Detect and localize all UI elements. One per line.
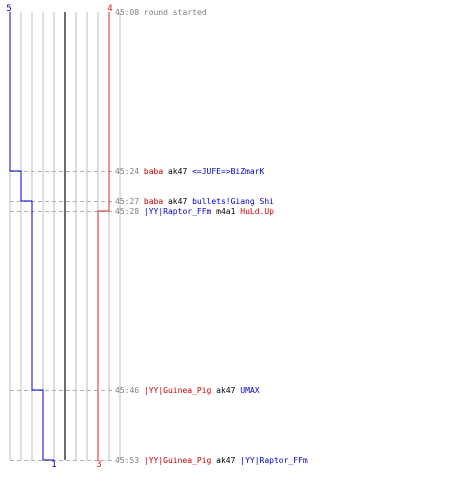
event-row: 45:08 round started xyxy=(115,8,207,17)
blue-team-step-line xyxy=(9,12,54,461)
event-killer: baba xyxy=(144,167,163,176)
event-time: 45:08 xyxy=(115,8,144,17)
event-killer: |YY|Raptor_FFm xyxy=(144,207,212,216)
event-victim: HuLd.Up xyxy=(240,207,274,216)
event-row: 45:53 |YY|Guinea_Pig ak47 |YY|Raptor_FFm xyxy=(115,456,308,465)
event-guides xyxy=(10,171,113,461)
event-killer: baba xyxy=(144,197,163,206)
event-time: 45:24 xyxy=(115,167,144,176)
event-victim: |YY|Raptor_FFm xyxy=(240,456,308,465)
red-count-top: 4 xyxy=(107,4,112,14)
grid-lines xyxy=(9,12,121,460)
event-weapon: ak47 xyxy=(211,386,240,395)
event-row: 45:46 |YY|Guinea_Pig ak47 UMAX xyxy=(115,386,260,395)
red-team-step-line xyxy=(97,12,110,460)
event-time: 45:27 xyxy=(115,197,144,206)
event-time: 45:28 xyxy=(115,207,144,216)
event-killer: |YY|Guinea_Pig xyxy=(144,386,212,395)
event-row: 45:28 |YY|Raptor_FFm m4a1 HuLd.Up xyxy=(115,207,274,216)
event-log: 45:08 round started 45:24 baba ak47 <=JUF… xyxy=(115,8,308,465)
event-weapon: ak47 xyxy=(163,197,192,206)
event-victim: bullets!Giang Shi xyxy=(192,197,274,206)
blue-count-top: 5 xyxy=(6,4,11,14)
event-weapon: ak47 xyxy=(211,456,240,465)
event-row: 45:27 baba ak47 bullets!Giang Shi xyxy=(115,197,274,206)
event-killer: |YY|Guinea_Pig xyxy=(144,456,212,465)
event-victim: UMAX xyxy=(240,386,259,395)
event-time: 45:53 xyxy=(115,456,144,465)
red-count-bottom: 3 xyxy=(96,460,101,470)
event-victim: <=JUFE=>BiZmarK xyxy=(192,167,264,176)
event-text: round started xyxy=(144,8,207,17)
blue-count-bottom: 1 xyxy=(51,460,56,470)
event-row: 45:24 baba ak47 <=JUFE=>BiZmarK xyxy=(115,167,265,176)
event-time: 45:46 xyxy=(115,386,144,395)
event-weapon: m4a1 xyxy=(211,207,240,216)
event-weapon: ak47 xyxy=(163,167,192,176)
